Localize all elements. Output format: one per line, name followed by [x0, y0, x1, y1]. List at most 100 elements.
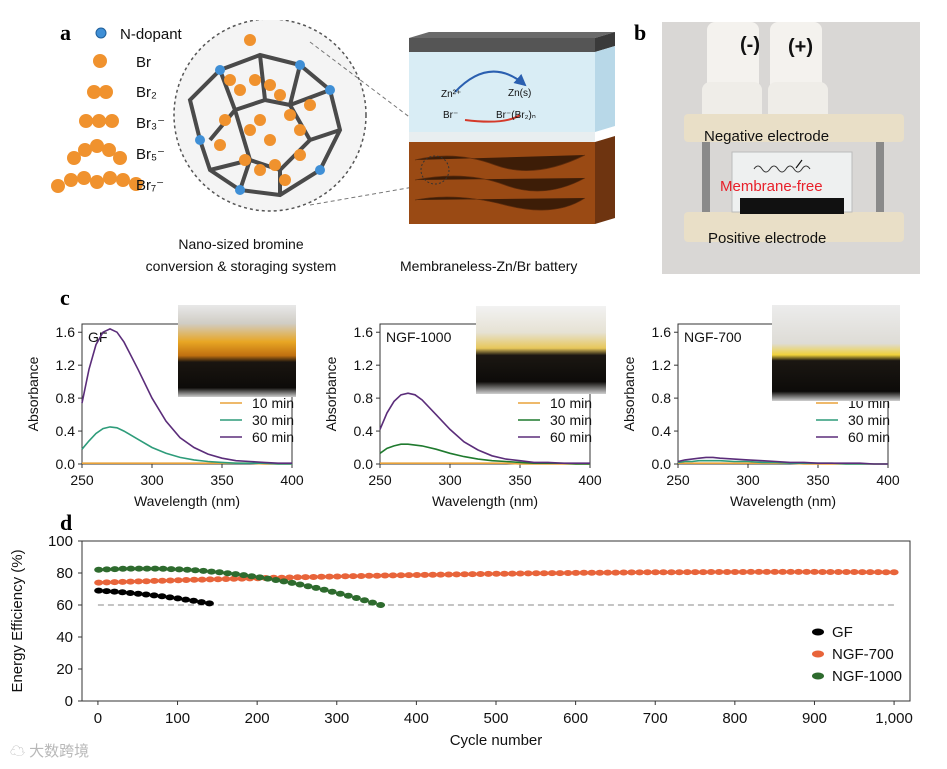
data-point	[738, 569, 748, 575]
n-dopant-icon	[95, 27, 107, 39]
data-point	[102, 588, 112, 595]
data-point	[125, 590, 135, 596]
x-tick-label: 350	[210, 472, 234, 488]
panel-label-c: c	[60, 285, 70, 310]
data-point	[319, 586, 329, 593]
y-tick-label: 1.2	[354, 357, 374, 373]
data-point	[271, 577, 281, 583]
data-point	[499, 570, 509, 577]
membrane-free-label: Membrane-free	[720, 178, 823, 195]
y-tick-label: 1.6	[652, 324, 672, 340]
data-point	[335, 590, 345, 597]
data-point	[351, 595, 361, 601]
watermark: ☁ 大数跨境	[10, 740, 89, 761]
nanocage-illustration	[173, 20, 426, 212]
data-point	[643, 569, 652, 576]
caption-left-line1: Nano-sized bromine	[178, 236, 304, 252]
data-point	[444, 571, 454, 578]
data-point	[189, 597, 199, 604]
bromine-cluster-icon	[214, 34, 316, 186]
data-point	[118, 578, 128, 585]
br5-icon	[67, 139, 127, 165]
data-point	[635, 569, 645, 576]
br7-icon	[51, 171, 143, 193]
x-tick-label: 600	[563, 710, 588, 727]
y-tick-label: 0.8	[354, 390, 374, 406]
data-point	[483, 570, 493, 577]
x-tick-label: 300	[324, 710, 349, 727]
panel-label-d: d	[60, 510, 73, 535]
data-point	[287, 579, 297, 586]
data-point	[356, 573, 366, 579]
data-point	[173, 577, 183, 584]
series-line-60-min	[81, 328, 292, 464]
data-point	[343, 592, 353, 599]
legend-label: 30 min	[848, 412, 890, 428]
data-point	[825, 569, 835, 575]
x-tick-label: 350	[508, 472, 532, 488]
data-point	[754, 568, 764, 575]
data-point	[491, 570, 501, 577]
panel-d-energy-efficiency-chart: 0 20 40 60 80 100 0 100 200 300 400 500 600 700 800 900…	[9, 533, 913, 749]
data-point	[802, 568, 812, 575]
series-line-30-min	[81, 426, 292, 465]
data-point	[571, 569, 581, 576]
data-point	[150, 565, 160, 572]
y-tick-label: 60	[56, 597, 73, 614]
series-line-30-min	[379, 443, 590, 465]
legend-label: 60 min	[252, 429, 294, 445]
x-tick-label: 250	[70, 472, 94, 488]
data-point	[117, 589, 127, 596]
negative-terminal-label: (-)	[740, 34, 760, 56]
y-tick-label: 0	[65, 693, 73, 710]
data-point	[126, 565, 136, 572]
data-point	[857, 569, 867, 576]
data-point	[372, 572, 382, 579]
data-point	[523, 570, 533, 577]
data-point	[165, 594, 175, 601]
x-tick-label: 400	[404, 710, 429, 727]
data-point	[316, 573, 326, 580]
legend-label: 10 min	[550, 395, 592, 411]
data-point	[301, 574, 310, 581]
data-point	[327, 588, 337, 595]
legend-label: GF	[832, 624, 853, 641]
data-point	[368, 599, 377, 606]
data-point	[332, 573, 342, 580]
data-point	[428, 571, 438, 578]
data-point	[126, 578, 135, 585]
legend-br3: Br₃⁻	[136, 115, 166, 132]
data-point	[682, 569, 692, 576]
data-point	[149, 592, 159, 599]
x-tick-label: 300	[736, 472, 760, 488]
data-point	[285, 574, 295, 581]
legend-br2: Br₂	[136, 84, 157, 101]
label-zn2: Zn²⁺	[441, 89, 462, 100]
data-point	[563, 570, 573, 576]
x-tick-label: 400	[876, 472, 900, 488]
x-tick-label: 900	[802, 710, 827, 727]
legend-label: NGF-1000	[832, 668, 902, 685]
x-tick-label: 300	[438, 472, 462, 488]
data-point	[889, 569, 899, 576]
data-point	[295, 581, 305, 588]
sample-label: NGF-700	[684, 329, 742, 345]
positive-electrode-label: Positive electrode	[708, 230, 827, 247]
data-point	[881, 569, 891, 576]
x-tick-label: 400	[578, 472, 602, 488]
y-tick-label: 40	[56, 629, 73, 646]
x-tick-label: 350	[806, 472, 830, 488]
data-point	[730, 569, 740, 575]
panel-b-photo: (-) (+) Negative electrode Membrane-free…	[662, 22, 920, 274]
data-point	[181, 596, 191, 603]
label-zns: Zn(s)	[508, 88, 532, 99]
data-point	[213, 576, 223, 583]
data-point	[102, 579, 112, 586]
data-point	[94, 579, 104, 586]
data-point	[340, 573, 350, 580]
data-point	[348, 573, 358, 580]
data-point	[460, 571, 470, 578]
data-point	[157, 577, 167, 584]
data-point	[141, 591, 151, 598]
series-line-60-min	[379, 392, 590, 464]
